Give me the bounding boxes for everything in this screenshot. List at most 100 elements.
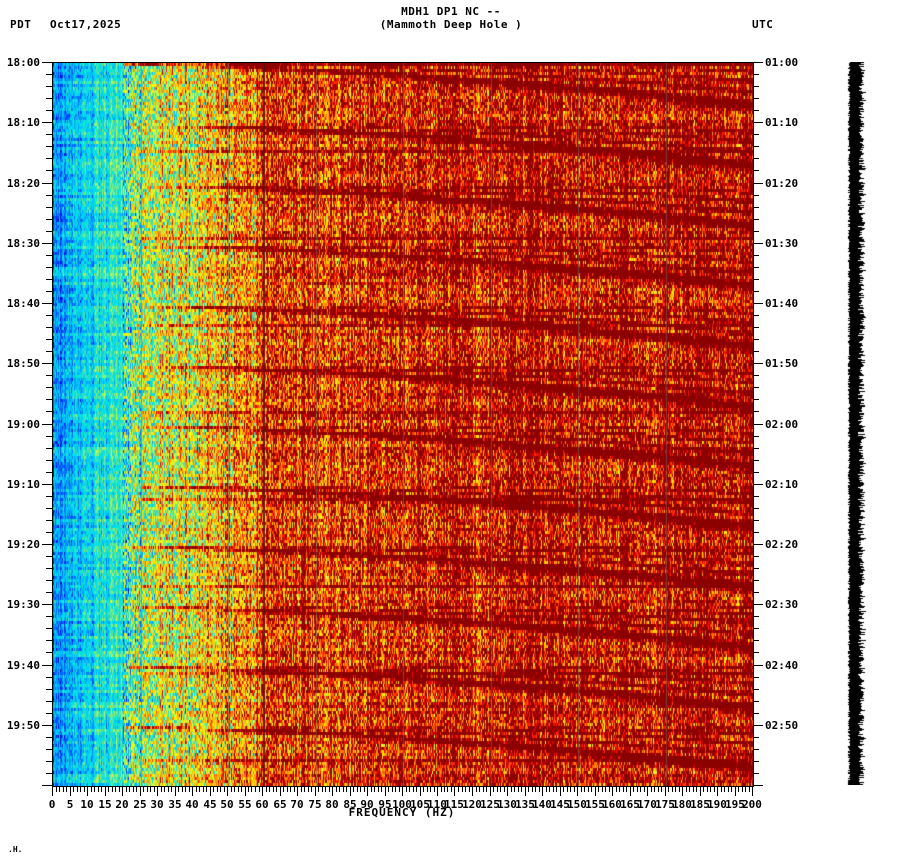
frequency-minor-tick: [269, 787, 270, 792]
frequency-minor-tick: [273, 787, 274, 792]
frequency-minor-tick: [294, 787, 295, 792]
frequency-minor-tick: [178, 787, 179, 792]
frequency-minor-tick: [497, 787, 498, 792]
frequency-minor-tick: [189, 787, 190, 792]
frequency-minor-tick: [658, 787, 659, 792]
left-axis-major-tick: [42, 183, 52, 184]
frequency-tick-label: 135: [515, 798, 535, 811]
left-axis-minor-tick: [46, 219, 52, 220]
frequency-tick-label: 50: [220, 798, 234, 811]
frequency-major-tick: [612, 787, 613, 796]
frequency-minor-tick: [371, 787, 372, 792]
left-axis-minor-tick: [46, 556, 52, 557]
right-axis-minor-tick: [753, 255, 759, 256]
frequency-minor-tick: [91, 787, 92, 792]
frequency-minor-tick: [259, 787, 260, 792]
left-axis-minor-tick: [46, 158, 52, 159]
frequency-tick-label: 180: [672, 798, 692, 811]
frequency-minor-tick: [672, 787, 673, 792]
frequency-major-tick: [192, 787, 193, 796]
frequency-minor-tick: [738, 787, 739, 792]
frequency-tick-label: 55: [238, 798, 252, 811]
frequency-minor-tick: [185, 787, 186, 792]
frequency-minor-tick: [161, 787, 162, 792]
frequency-major-tick: [647, 787, 648, 796]
right-axis-minor-tick: [753, 339, 759, 340]
timezone-right-label: UTC: [752, 18, 774, 31]
left-time-tick-label: 19:10: [6, 478, 40, 491]
frequency-tick-label: 115: [444, 798, 464, 811]
right-axis-minor-tick: [753, 195, 759, 196]
frequency-minor-tick: [479, 787, 480, 792]
frequency-minor-tick: [308, 787, 309, 792]
frequency-major-tick: [454, 787, 455, 796]
frequency-minor-tick: [556, 787, 557, 792]
frequency-minor-tick: [724, 787, 725, 792]
left-axis-major-tick: [42, 484, 52, 485]
frequency-tick-label: 145: [550, 798, 570, 811]
frequency-minor-tick: [661, 787, 662, 792]
frequency-minor-tick: [588, 787, 589, 792]
spectrogram-plot[interactable]: [52, 62, 754, 787]
frequency-minor-tick: [570, 787, 571, 792]
left-axis-minor-tick: [46, 460, 52, 461]
left-axis-minor-tick: [46, 110, 52, 111]
right-axis-major-tick: [753, 544, 763, 545]
frequency-minor-tick: [686, 787, 687, 792]
frequency-minor-tick: [721, 787, 722, 792]
right-axis-minor-tick: [753, 556, 759, 557]
right-time-tick-label: 02:00: [765, 418, 799, 431]
left-time-tick-label: 18:10: [6, 116, 40, 129]
left-axis-minor-tick: [46, 689, 52, 690]
frequency-major-tick: [105, 787, 106, 796]
frequency-tick-label: 160: [602, 798, 622, 811]
frequency-minor-tick: [353, 787, 354, 792]
frequency-minor-tick: [115, 787, 116, 792]
frequency-tick-label: 190: [707, 798, 727, 811]
frequency-minor-tick: [616, 787, 617, 792]
frequency-major-tick: [700, 787, 701, 796]
frequency-minor-tick: [220, 787, 221, 792]
frequency-minor-tick: [182, 787, 183, 792]
left-time-tick-label: 18:50: [6, 357, 40, 370]
frequency-minor-tick: [304, 787, 305, 792]
frequency-minor-tick: [360, 787, 361, 792]
left-time-tick-label: 18:30: [6, 237, 40, 250]
left-axis-minor-tick: [46, 399, 52, 400]
frequency-minor-tick: [521, 787, 522, 792]
left-axis-minor-tick: [46, 411, 52, 412]
frequency-minor-tick: [154, 787, 155, 792]
frequency-minor-tick: [703, 787, 704, 792]
right-axis-minor-tick: [753, 351, 759, 352]
frequency-minor-tick: [710, 787, 711, 792]
left-axis-minor-tick: [46, 677, 52, 678]
frequency-minor-tick: [147, 787, 148, 792]
frequency-major-tick: [332, 787, 333, 796]
frequency-tick-label: 15: [98, 798, 112, 811]
amplitude-trace-canvas: [845, 62, 867, 785]
frequency-minor-tick: [77, 787, 78, 792]
left-time-tick-label: 19:30: [6, 598, 40, 611]
frequency-minor-tick: [255, 787, 256, 792]
frequency-minor-tick: [416, 787, 417, 792]
right-axis-minor-tick: [753, 677, 759, 678]
frequency-tick-label: 185: [690, 798, 710, 811]
frequency-major-tick: [472, 787, 473, 796]
frequency-minor-tick: [301, 787, 302, 792]
right-axis-minor-tick: [753, 291, 759, 292]
left-axis-major-tick: [42, 62, 52, 63]
right-time-tick-label: 02:20: [765, 538, 799, 551]
frequency-minor-tick: [644, 787, 645, 792]
frequency-minor-tick: [80, 787, 81, 792]
left-axis-minor-tick: [46, 773, 52, 774]
frequency-minor-tick: [129, 787, 130, 792]
right-axis-major-tick: [753, 183, 763, 184]
frequency-minor-tick: [217, 787, 218, 792]
frequency-minor-tick: [413, 787, 414, 792]
frequency-minor-tick: [451, 787, 452, 792]
frequency-minor-tick: [378, 787, 379, 792]
frequency-major-tick: [735, 787, 736, 796]
frequency-tick-label: 25: [133, 798, 147, 811]
right-axis-minor-tick: [753, 628, 759, 629]
frequency-major-tick: [87, 787, 88, 796]
